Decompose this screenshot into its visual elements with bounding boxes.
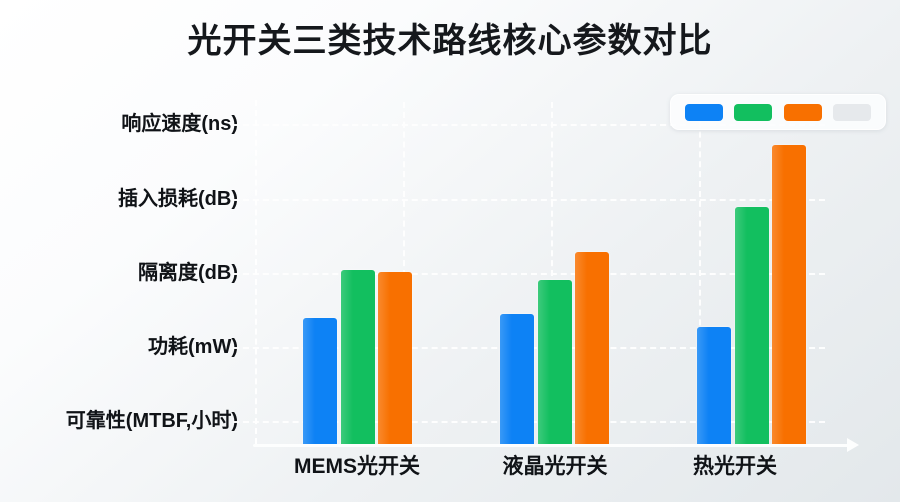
y-axis-tick-label-reliability: 可靠性(MTBF,小时): [65, 410, 238, 432]
bar-thermal-series-3[interactable]: [772, 145, 806, 444]
y-axis-tick-label-power-consumption: 功耗(mW): [148, 336, 238, 358]
bar-lcd-series-1[interactable]: [500, 314, 534, 444]
x-axis-category-mems: MEMS光开关: [294, 455, 420, 478]
gridline-vertical-2: [551, 102, 553, 444]
bar-lcd-series-3[interactable]: [575, 252, 609, 444]
chart-title: 光开关三类技术路线核心参数对比: [187, 22, 713, 60]
legend-swatch-series-2[interactable]: [734, 103, 773, 121]
gridline-vertical-3: [699, 102, 701, 444]
x-axis-line: [253, 444, 853, 447]
plot-area: [233, 100, 859, 452]
y-axis-tick-label-insertion-loss: 插入损耗(dB): [118, 188, 238, 210]
bar-mems-series-1[interactable]: [303, 318, 337, 444]
bar-thermal-series-2[interactable]: [735, 207, 769, 444]
chart-legend[interactable]: [670, 94, 886, 130]
bar-thermal-series-1[interactable]: [697, 327, 731, 444]
gridline-horizontal-4: [233, 199, 825, 201]
bar-mems-series-2[interactable]: [341, 270, 375, 444]
bar-mems-series-3[interactable]: [378, 272, 412, 444]
legend-swatch-series-1[interactable]: [684, 103, 723, 121]
legend-swatch-series-4[interactable]: [833, 103, 872, 121]
y-axis-line: [255, 100, 257, 444]
bar-lcd-series-2[interactable]: [538, 280, 572, 444]
gridline-horizontal-5: [233, 124, 825, 126]
x-axis-category-lcd: 液晶光开关: [502, 455, 608, 478]
x-axis-category-thermal: 热光开关: [693, 455, 777, 478]
gridline-horizontal-3: [233, 273, 825, 275]
x-axis-arrow-icon: [847, 438, 859, 452]
y-axis-labels: 响应速度(ns) 插入损耗(dB) 隔离度(dB) 功耗(mW) 可靠性(MTB…: [0, 112, 238, 444]
y-axis-tick-label-response-speed: 响应速度(ns): [121, 113, 238, 135]
y-axis-tick-label-isolation: 隔离度(dB): [138, 262, 238, 284]
x-axis-labels: MEMS光开关 液晶光开关 热光开关: [255, 452, 855, 492]
legend-swatch-series-3[interactable]: [783, 103, 822, 121]
